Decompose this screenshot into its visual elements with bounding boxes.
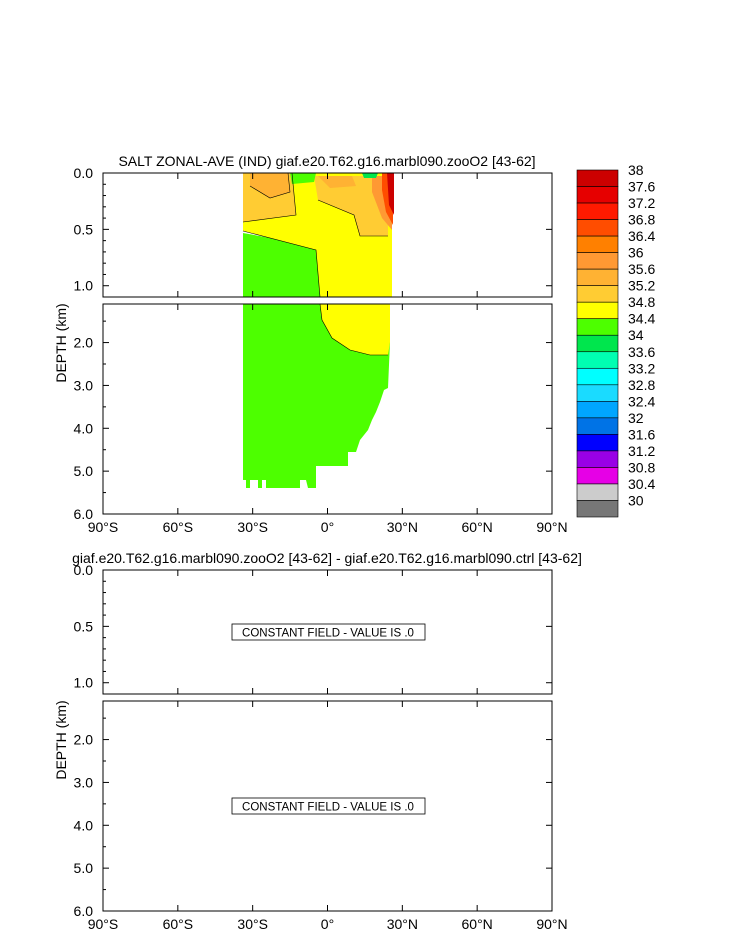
y-tick-label: 6.0	[74, 903, 94, 919]
colorbar-swatch	[576, 285, 619, 303]
y-tick-label: 5.0	[74, 860, 94, 876]
x-tick-label: 90°S	[88, 916, 119, 932]
colorbar-swatch	[576, 219, 619, 237]
colorbar: 3837.637.236.836.43635.635.234.834.43433…	[576, 162, 655, 518]
x-tick-label: 30°N	[387, 519, 418, 535]
field-contour	[319, 303, 388, 356]
x-tick-label: 90°N	[536, 519, 567, 535]
field-contour	[242, 172, 297, 223]
colorbar-label: 32.8	[628, 377, 655, 393]
colorbar-label: 37.6	[628, 179, 655, 195]
field-contour	[317, 199, 388, 237]
x-tick-label: 60°N	[462, 916, 493, 932]
y-tick-label: 1.0	[74, 278, 94, 294]
constant-field-box-upper	[231, 623, 426, 641]
bottom-chart-axes: 90°S 60°S 30°S 0° 30°N 60°N 90°N 0.0 0.5 1.0 2.0 3.…	[74, 562, 568, 932]
x-tick-label: 0°	[321, 519, 334, 535]
colorbar-swatch	[576, 434, 619, 452]
colorbar-swatch	[576, 401, 619, 419]
colorbar-swatch	[576, 318, 619, 336]
colorbar-label: 38	[628, 162, 644, 178]
x-tick-label: 30°N	[387, 916, 418, 932]
top-lower-field	[243, 303, 390, 488]
y-tick-label: 4.0	[74, 420, 94, 436]
top-chart-title: SALT ZONAL-AVE (IND) giaf.e20.T62.g16.ma…	[118, 153, 535, 169]
colorbar-swatch	[576, 384, 619, 402]
y-tick-label: 2.0	[74, 732, 94, 748]
colorbar-label: 30	[628, 492, 644, 508]
y-tick-label: 0.0	[74, 165, 94, 181]
colorbar-label: 31.2	[628, 443, 655, 459]
colorbar-label: 34.8	[628, 294, 655, 310]
colorbar-label: 36.4	[628, 228, 655, 244]
colorbar-label: 36.8	[628, 212, 655, 228]
field-contour	[249, 172, 291, 199]
y-tick-label: 3.0	[74, 377, 94, 393]
colorbar-swatch	[576, 186, 619, 204]
bottom-chart-title: giaf.e20.T62.g16.marbl090.zooO2 [43-62] …	[72, 550, 582, 566]
colorbar-swatch	[576, 450, 619, 468]
colorbar-swatch	[576, 417, 619, 435]
x-tick-label: 30°S	[237, 519, 268, 535]
colorbar-label: 31.6	[628, 426, 655, 442]
colorbar-swatch	[576, 467, 619, 485]
x-tick-label: 60°S	[163, 916, 194, 932]
x-tick-label: 60°N	[462, 519, 493, 535]
x-tick-label: 90°S	[88, 519, 119, 535]
y-tick-label: 0.5	[74, 221, 94, 237]
field-region-34.0	[362, 173, 378, 178]
colorbar-label: 30.8	[628, 459, 655, 475]
colorbar-swatch	[576, 169, 619, 187]
y-tick-label: 0.0	[74, 562, 94, 578]
top-upper-field	[242, 172, 394, 298]
x-tick-label: 90°N	[536, 916, 567, 932]
x-tick-label: 0°	[321, 916, 334, 932]
y-tick-label: 1.0	[74, 675, 94, 691]
colorbar-label: 33.2	[628, 360, 655, 376]
colorbar-swatch	[576, 268, 619, 286]
colorbar-swatch	[576, 500, 619, 518]
field-region-34.8	[320, 304, 390, 355]
field-region-34.4	[290, 173, 316, 184]
colorbar-swatch	[576, 235, 619, 253]
colorbar-swatch	[576, 252, 619, 270]
y-tick-label: 5.0	[74, 463, 94, 479]
colorbar-label: 34	[628, 327, 644, 343]
x-tick-label: 60°S	[163, 519, 194, 535]
y-tick-label: 3.0	[74, 774, 94, 790]
x-tick-label: 30°S	[237, 916, 268, 932]
top-chart-axes: 90°S 60°S 30°S 0° 30°N 60°N 90°N 0.0 0.5 1.0 2.0 3.…	[74, 165, 568, 535]
field-region-34.4	[243, 233, 320, 297]
field-contour	[242, 230, 321, 298]
y-tick-label: 2.0	[74, 335, 94, 351]
field-region-35.2	[314, 176, 388, 236]
constant-field-label-lower: CONSTANT FIELD - VALUE IS .0	[242, 802, 414, 814]
bottom-ylabel: DEPTH (km)	[53, 700, 69, 779]
colorbar-swatch	[576, 334, 619, 353]
colorbar-label: 35.2	[628, 278, 655, 294]
colorbar-label: 37.2	[628, 195, 655, 211]
constant-field-box-lower	[231, 797, 426, 815]
colorbar-label: 36	[628, 245, 644, 261]
constant-field-label-upper: CONSTANT FIELD - VALUE IS .0	[242, 628, 414, 640]
field-region-37.6	[387, 173, 394, 215]
colorbar-label: 34.4	[628, 311, 655, 327]
colorbar-swatch	[576, 351, 619, 369]
colorbar-swatch	[576, 483, 619, 501]
colorbar-swatch	[576, 301, 619, 320]
colorbar-label: 32.4	[628, 393, 655, 409]
top-ylabel: DEPTH (km)	[53, 303, 69, 382]
colorbar-label: 35.6	[628, 261, 655, 277]
colorbar-label: 30.4	[628, 476, 655, 492]
colorbar-label: 33.6	[628, 344, 655, 360]
colorbar-swatch	[576, 202, 619, 220]
colorbar-swatch	[576, 367, 619, 386]
colorbar-label: 32	[628, 410, 644, 426]
y-tick-label: 4.0	[74, 817, 94, 833]
y-tick-label: 6.0	[74, 506, 94, 522]
y-tick-label: 0.5	[74, 618, 94, 634]
